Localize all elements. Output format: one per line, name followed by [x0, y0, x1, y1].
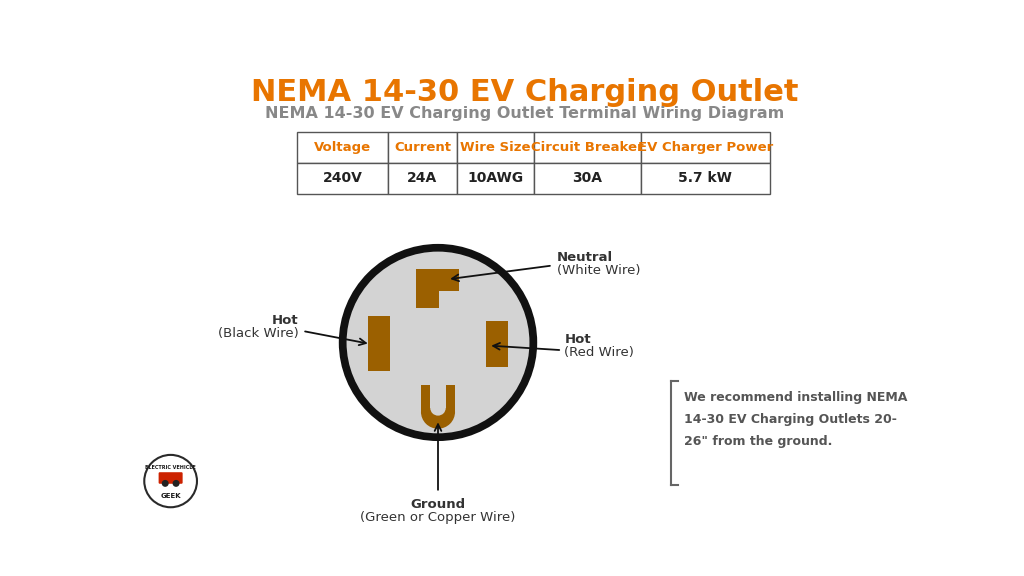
Bar: [486, 321, 508, 367]
Text: ELECTRIC VEHICLE: ELECTRIC VEHICLE: [145, 465, 196, 469]
Circle shape: [339, 244, 538, 441]
Bar: [641, 163, 770, 194]
Bar: [535, 132, 641, 163]
Bar: [297, 163, 388, 194]
FancyBboxPatch shape: [159, 472, 182, 484]
Bar: [457, 163, 535, 194]
Text: NEMA 14-30 EV Charging Outlet Terminal Wiring Diagram: NEMA 14-30 EV Charging Outlet Terminal W…: [265, 107, 784, 122]
Text: NEMA 14-30 EV Charging Outlet: NEMA 14-30 EV Charging Outlet: [251, 78, 799, 107]
Circle shape: [346, 252, 529, 433]
Circle shape: [173, 480, 179, 487]
Text: We recommend installing NEMA
14-30 EV Charging Outlets 20-
26" from the ground.: We recommend installing NEMA 14-30 EV Ch…: [684, 391, 908, 448]
Text: (White Wire): (White Wire): [557, 264, 640, 276]
Text: (Red Wire): (Red Wire): [564, 346, 634, 359]
Bar: [417, 270, 459, 291]
Text: EV Charger Power: EV Charger Power: [638, 141, 773, 154]
Text: 10AWG: 10AWG: [467, 172, 523, 185]
Bar: [388, 132, 457, 163]
Text: Neutral: Neutral: [557, 251, 612, 264]
Bar: [641, 132, 770, 163]
Text: Hot: Hot: [564, 333, 591, 346]
Text: (Green or Copper Wire): (Green or Copper Wire): [360, 511, 516, 524]
Bar: [388, 163, 457, 194]
Text: GEEK: GEEK: [161, 494, 181, 499]
Circle shape: [162, 480, 169, 487]
Circle shape: [144, 455, 197, 507]
Bar: [457, 132, 535, 163]
Wedge shape: [430, 408, 445, 416]
Text: Ground: Ground: [411, 498, 466, 511]
Text: 24A: 24A: [408, 172, 437, 185]
Bar: [417, 291, 438, 308]
Bar: [369, 316, 390, 371]
Text: 5.7 kW: 5.7 kW: [679, 172, 732, 185]
Bar: [430, 385, 445, 408]
Text: Wire Size: Wire Size: [460, 141, 530, 154]
Bar: [297, 132, 388, 163]
Text: 30A: 30A: [572, 172, 602, 185]
Wedge shape: [421, 412, 455, 429]
Bar: [535, 163, 641, 194]
Text: (Black Wire): (Black Wire): [218, 327, 299, 340]
Text: 240V: 240V: [323, 172, 362, 185]
Text: Voltage: Voltage: [314, 141, 372, 154]
Bar: [421, 385, 455, 412]
Text: Current: Current: [394, 141, 451, 154]
Text: Circuit Breaker: Circuit Breaker: [531, 141, 644, 154]
Text: Hot: Hot: [272, 314, 299, 327]
